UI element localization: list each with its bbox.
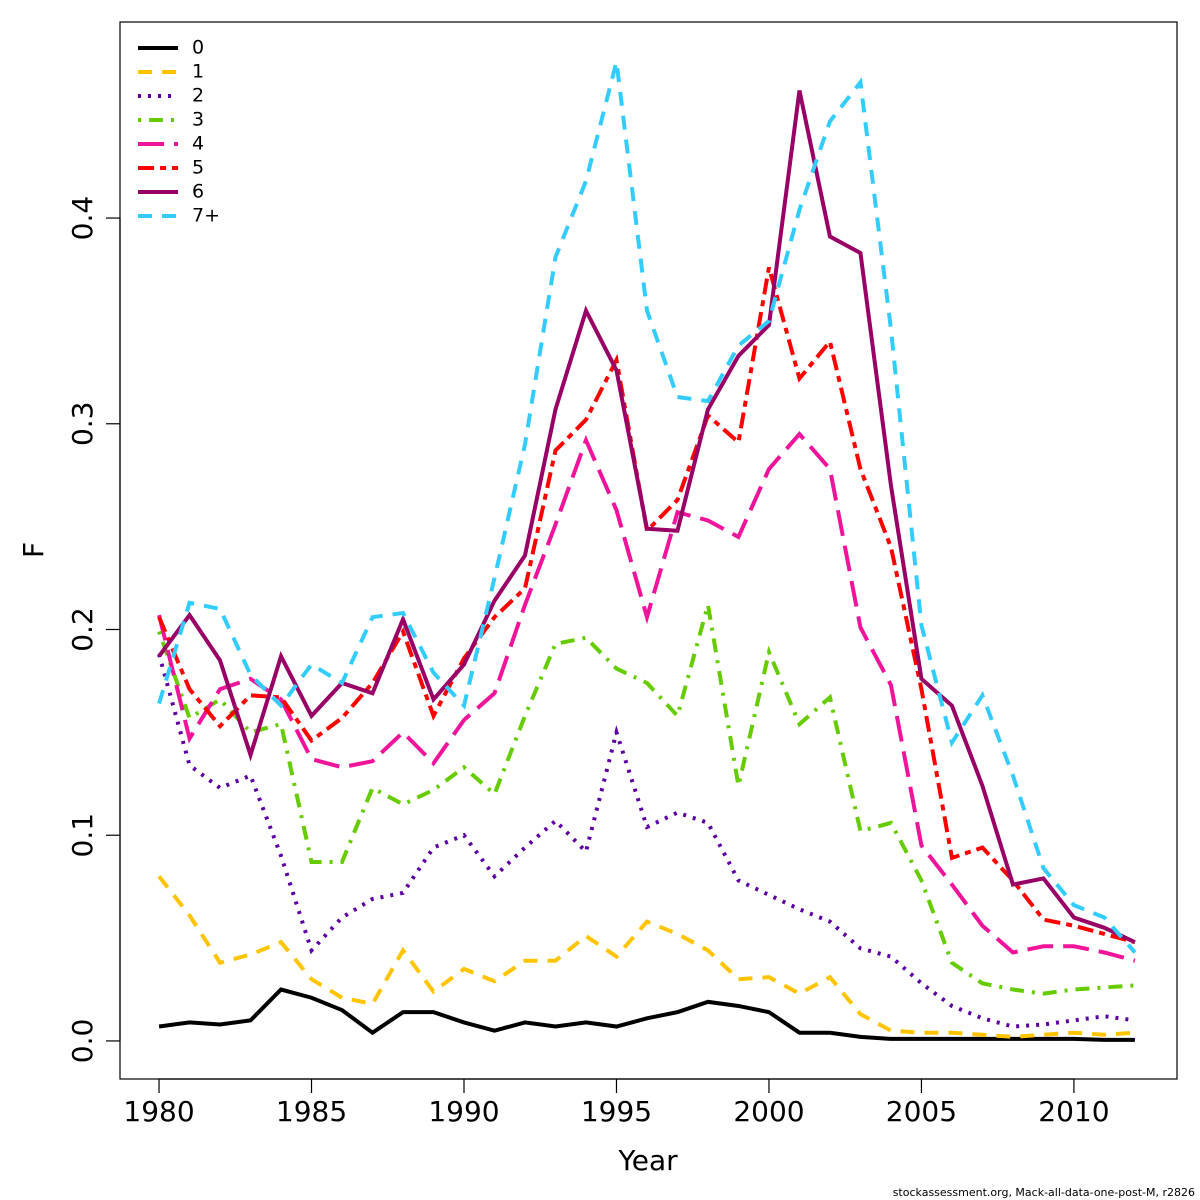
series-line [157,431,1136,963]
x-tick-label: 1990 [428,1095,499,1128]
series-line [157,604,1136,996]
x-tick-label: 2005 [886,1095,957,1128]
legend-label: 5 [192,157,204,179]
series-line [157,266,1136,945]
caption: stockassessment.org, Mack-all-data-one-p… [893,1186,1195,1199]
series-line [157,653,1136,1029]
x-tick-label: 1995 [581,1095,652,1128]
legend-label: 6 [192,181,204,203]
y-axis-label: F [17,542,50,558]
x-tick-label: 2000 [733,1095,804,1128]
x-tick-label: 1980 [123,1095,194,1128]
y-tick-label: 0.0 [66,1019,99,1064]
legend-label: 4 [192,133,204,155]
legend-label: 7+ [192,205,220,227]
y-tick-label: 0.2 [66,607,99,652]
y-tick-label: 0.4 [66,196,99,241]
x-tick-label: 2010 [1038,1095,1109,1128]
legend-label: 2 [192,85,204,107]
x-tick-label: 1985 [276,1095,347,1128]
series-line [157,61,1137,954]
legend-label: 1 [192,61,204,83]
y-tick-label: 0.1 [66,813,99,858]
x-axis-label: Year [617,1144,678,1177]
legend-label: 0 [192,37,204,59]
series-line [158,987,1135,1042]
series-line [157,875,1136,1039]
legend-label: 3 [192,109,204,131]
series-line [157,90,1136,945]
y-tick-label: 0.3 [66,402,99,447]
